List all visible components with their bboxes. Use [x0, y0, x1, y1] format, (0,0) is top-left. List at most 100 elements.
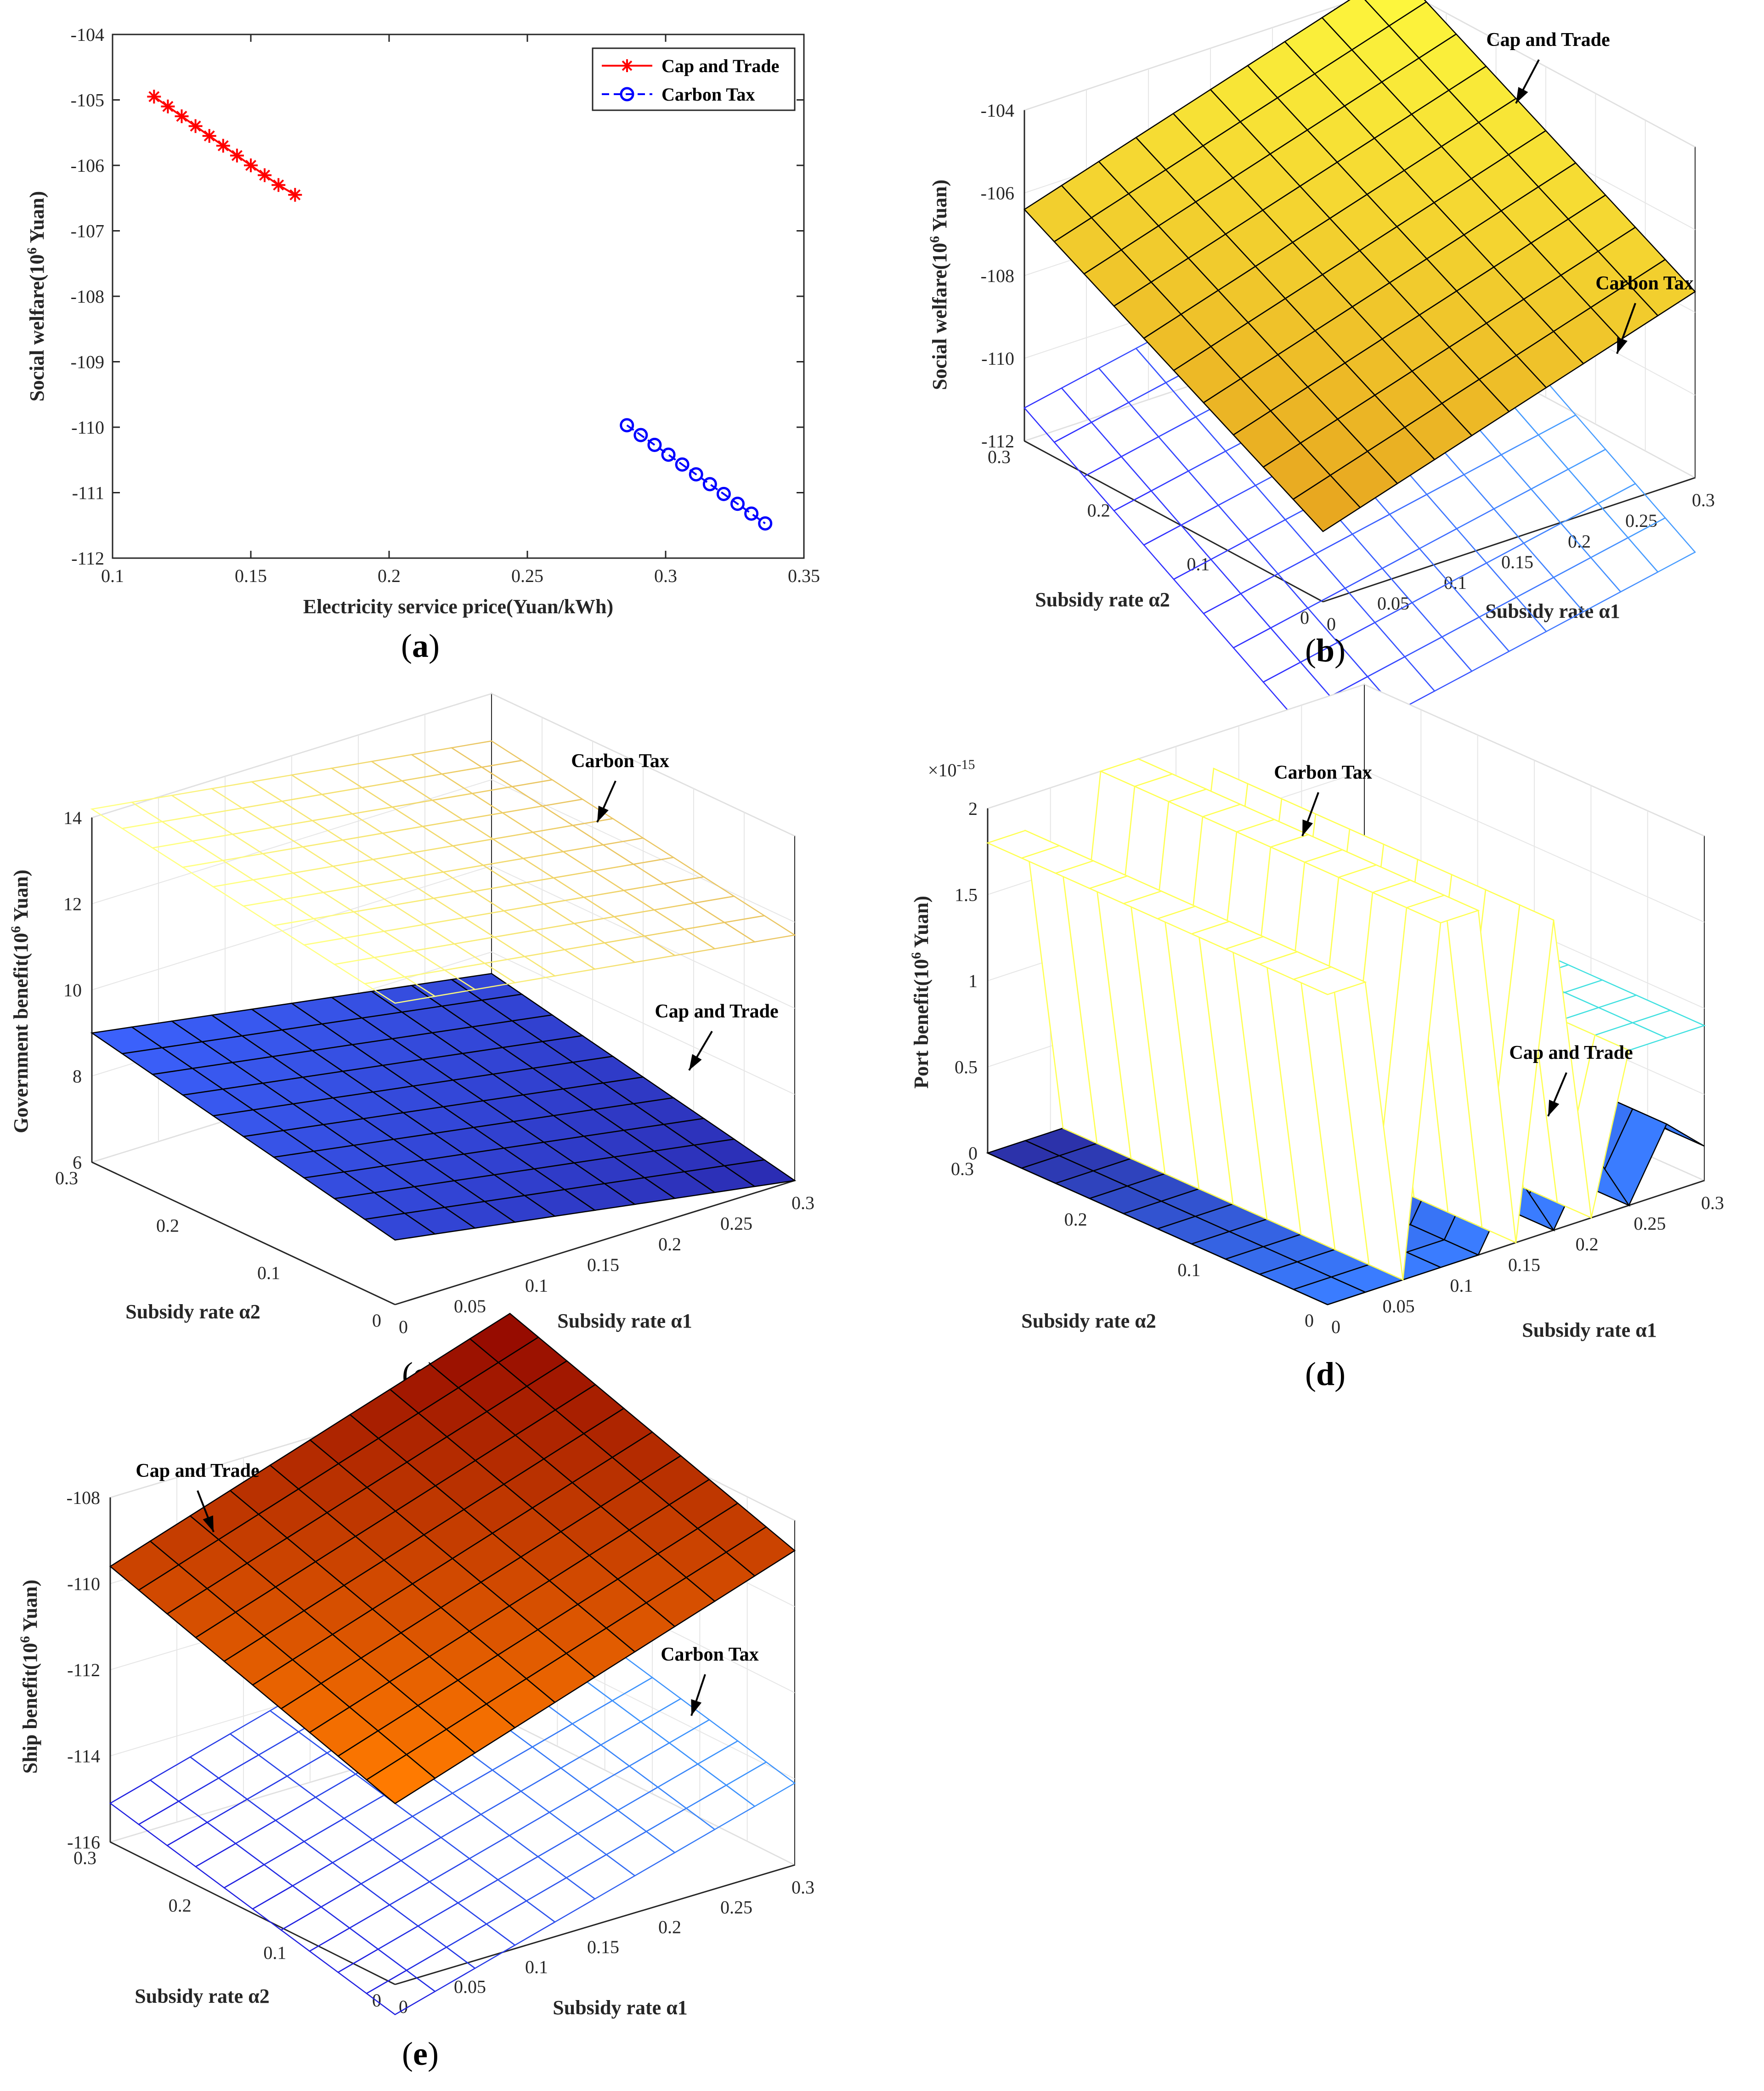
- data-point-carbon-tax: [633, 428, 648, 442]
- z-tick-label: -112: [67, 1660, 100, 1680]
- a1-tick-label: 0.15: [1501, 552, 1533, 572]
- axis-a1: [395, 1864, 795, 1985]
- surface-carbon-tax-e-cell: [548, 1788, 619, 1834]
- y-tick-label-a: -104: [71, 24, 104, 45]
- a2-tick-label: 0: [1300, 607, 1309, 628]
- panel-c: 6 8 10 12 14 0 0.05 0.1 0.15 0.2 0.25 0.3 0 0.1 0.2 0.3…: [8, 693, 814, 1392]
- a2-tick-label: 0.3: [55, 1168, 78, 1188]
- annotation-carbon-tax-d: Carbon Tax: [1274, 762, 1372, 783]
- x-tick-label-a: 0.25: [511, 565, 543, 586]
- x-axis-label-a: Electricity service price(Yuan/kWh): [303, 595, 613, 618]
- surface-carbon-tax-e-cell: [497, 1856, 568, 1902]
- a1-tick-label: 0.05: [454, 1296, 486, 1317]
- a1-tick-label: 0: [399, 1996, 408, 2017]
- surface-carbon-tax-b-cell: [1627, 517, 1696, 573]
- surface-carbon-tax-e-cell: [234, 1820, 305, 1865]
- surface-carbon-tax-e-cell: [411, 1792, 482, 1838]
- a1-tick-label: 0.05: [454, 1977, 486, 1997]
- axis-a1: [395, 1180, 795, 1305]
- y-tick-label-a: -106: [71, 155, 104, 176]
- surface-carbon-tax-b-cell: [1351, 514, 1420, 569]
- a2-axis-label: Subsidy rate α2: [135, 1985, 270, 2007]
- asterisk-stroke: [190, 120, 201, 132]
- z-tick-label: 0.5: [955, 1057, 978, 1078]
- data-point-cap-and-trade: [161, 99, 175, 113]
- surface-carbon-tax-b-cell: [1120, 436, 1189, 492]
- a1-tick-label: 0.15: [587, 1255, 619, 1275]
- arrow-carbon-tax-b: [1616, 303, 1636, 354]
- surface-carbon-tax-e-cell: [451, 1769, 522, 1815]
- arrow-carbon-tax-e: [690, 1674, 706, 1716]
- surface-carbon-tax-b-cell: [1314, 533, 1383, 589]
- surface-carbon-tax-b-cell: [1277, 553, 1346, 609]
- arrow-cap-and-trade-d-head: [1548, 1100, 1560, 1116]
- surface-carbon-tax-b-cell: [1389, 493, 1458, 549]
- x-tick-label-a: 0.3: [654, 565, 677, 586]
- annotation-cap-and-trade-d: Cap and Trade: [1509, 1042, 1633, 1063]
- surface-carbon-tax-e-cell: [605, 1831, 676, 1876]
- y-tick-label-a: -109: [71, 352, 104, 373]
- z-exponent-label: ×10-15: [928, 757, 975, 780]
- surface-carbon-tax-b-cell: [1210, 539, 1279, 594]
- surface-carbon-tax-e-cell: [388, 1881, 459, 1927]
- arrow-carbon-tax-b-head: [1617, 337, 1628, 354]
- surface-carbon-tax-e-cell: [348, 1904, 419, 1950]
- surface-carbon-tax-e-cell: [343, 1794, 414, 1840]
- surface-carbon-tax-c-cell: [723, 915, 797, 943]
- arrow-carbon-tax-c-head: [597, 806, 609, 822]
- a1-axis-label: Subsidy rate α1: [557, 1310, 692, 1332]
- panel-d: 00.511.5200.050.10.150.20.250.300.10.20.…: [909, 684, 1724, 1392]
- panel-a: 0.1 0.15 0.2 0.25 0.3 0.35 -112 -111 -110 -109 -10…: [24, 24, 820, 664]
- y-tick-label-a: -111: [72, 483, 104, 503]
- surface-carbon-tax-e-cell: [223, 1864, 294, 1910]
- surface-carbon-tax-e-cell: [525, 1877, 596, 1923]
- asterisk-stroke: [231, 150, 243, 161]
- x-tick-label-a: 0.2: [378, 565, 401, 586]
- data-point-cap-and-trade: [202, 129, 216, 143]
- z-axis-label: Government benefit(106 Yuan): [8, 870, 32, 1133]
- surface-carbon-tax-e-cell: [371, 1815, 442, 1861]
- surface-carbon-tax-e-cell: [485, 1900, 556, 1946]
- caption-d: (d): [1305, 1356, 1346, 1392]
- surface-carbon-tax-e-cell: [320, 1883, 391, 1929]
- surface-carbon-tax-e-cell: [565, 1854, 636, 1900]
- data-point-carbon-tax: [620, 418, 634, 433]
- surface-carbon-tax-e-cell: [263, 1841, 334, 1887]
- annotation-carbon-tax-c: Carbon Tax: [571, 751, 669, 772]
- a1-tick-label: 0.25: [1634, 1213, 1666, 1234]
- a2-tick-label: 0.3: [951, 1159, 974, 1179]
- a1-tick-label: 0.3: [792, 1192, 814, 1213]
- surface-carbon-tax-e-cell: [377, 1925, 448, 1971]
- a1-tick-label: 0.25: [720, 1897, 752, 1917]
- annotation-carbon-tax-b: Carbon Tax: [1595, 273, 1694, 294]
- surface-carbon-tax-e-cell: [725, 1761, 796, 1807]
- y-tick-label-a: -107: [71, 221, 104, 242]
- surface-carbon-tax-e-cell: [491, 1746, 562, 1792]
- surface-cell: [1292, 1276, 1367, 1305]
- z-tick-label: 0: [968, 1143, 978, 1164]
- asterisk-stroke: [176, 111, 187, 122]
- z-grid-line: [1024, 0, 1696, 147]
- surface-cap-and-trade-c-cell: [723, 1159, 797, 1187]
- asterisk-stroke: [289, 189, 301, 201]
- a2-tick-label: 0.3: [988, 446, 1011, 467]
- legend-marker-asterisk: [622, 60, 633, 71]
- z-tick-label: -116: [67, 1832, 100, 1853]
- surface-carbon-tax-e-cell: [428, 1858, 499, 1904]
- surface-carbon-tax-b-cell: [1217, 485, 1286, 541]
- surface-carbon-tax-b-cell: [1530, 468, 1599, 524]
- legend-label: Carbon Tax: [662, 84, 755, 105]
- z-tick-label: -108: [67, 1487, 100, 1508]
- surface-carbon-tax-e-cell: [194, 1842, 266, 1889]
- a2-axis-label: Subsidy rate α2: [125, 1300, 260, 1323]
- surface-carbon-tax-b-cell: [1337, 622, 1406, 678]
- arrow-cap-and-trade-b: [1515, 59, 1540, 104]
- asterisk-stroke: [162, 101, 174, 112]
- surface-carbon-tax-e-cell: [457, 1879, 528, 1925]
- z-tick-label: 2: [968, 798, 978, 819]
- surface-carbon-tax-e-cell: [508, 1811, 579, 1858]
- a2-tick-label: 0.2: [156, 1215, 179, 1236]
- arrow-carbon-tax-e-head: [691, 1699, 702, 1716]
- x-tick-label-a: 0.35: [788, 565, 820, 586]
- surface-carbon-tax-b-cell: [1158, 416, 1227, 472]
